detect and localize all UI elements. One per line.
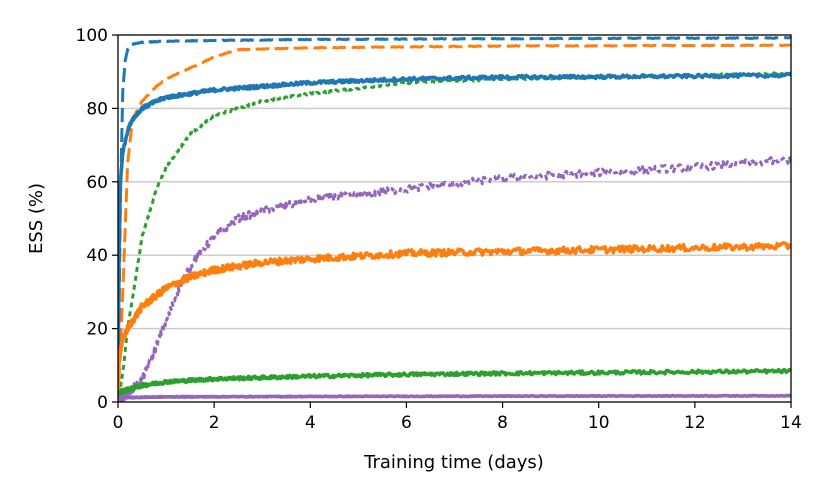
- x-tick-label-0: 0: [113, 413, 124, 433]
- x-tick-label-4: 4: [305, 413, 316, 433]
- series-orange-solid: [118, 241, 791, 402]
- y-tick-label-40: 40: [86, 246, 108, 266]
- series-layer: [118, 36, 791, 402]
- y-tick-label-60: 60: [86, 173, 108, 193]
- plot-frame: [117, 34, 792, 403]
- series-orange-dashed: [118, 43, 791, 402]
- x-tick-label-14: 14: [780, 413, 802, 433]
- series-purple-solid: [118, 393, 791, 401]
- x-tick-label-8: 8: [497, 413, 508, 433]
- y-tick-label-100: 100: [76, 26, 108, 46]
- y-tick-label-0: 0: [97, 393, 108, 413]
- series-blue-solid: [118, 71, 791, 402]
- x-tick-label-12: 12: [684, 413, 706, 433]
- axis-ticks: 0 20 40 60 80 100 0 2 4 6 8 10 12 14: [76, 26, 802, 433]
- y-axis-title: ESS (%): [26, 183, 47, 254]
- x-tick-label-6: 6: [401, 413, 412, 433]
- series-purple-dotted: [118, 156, 791, 402]
- series-green-solid: [118, 367, 791, 398]
- y-tick-label-80: 80: [86, 99, 108, 119]
- x-tick-label-2: 2: [209, 413, 220, 433]
- x-tick-label-10: 10: [588, 413, 610, 433]
- y-tick-label-20: 20: [86, 320, 108, 340]
- series-blue-dashed: [118, 36, 791, 402]
- x-axis-title: Training time (days): [363, 452, 544, 473]
